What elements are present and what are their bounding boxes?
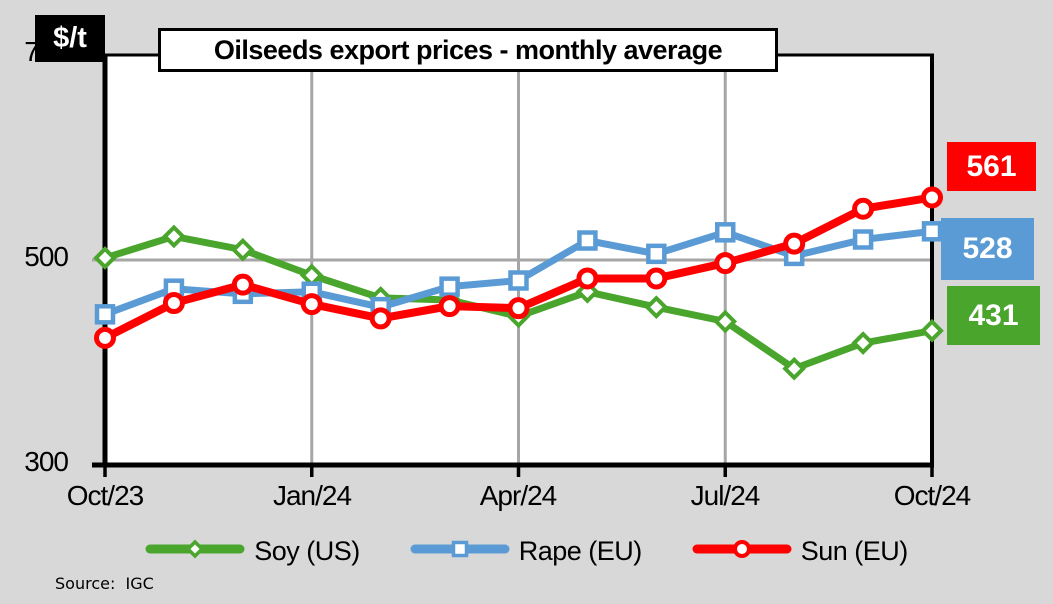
- x-axis-tick-label-jul24: Jul/24: [690, 480, 761, 511]
- x-axis-tick-label-jan24: Jan/24: [272, 480, 352, 511]
- chart-legend: Soy (US) Rape (EU) Sun (EU): [0, 536, 1053, 567]
- y-axis-tick-label-500: 500: [24, 241, 69, 272]
- rape-line-square-swatch-icon: [410, 537, 510, 566]
- legend-item-soy: Soy (US): [145, 536, 360, 567]
- soy-line-diamond-swatch-icon: [145, 537, 245, 566]
- end-value-label-rape: 528: [941, 218, 1034, 280]
- end-value-label-soy: 431: [947, 286, 1040, 345]
- sun-line-circle-swatch-icon: [692, 537, 792, 566]
- end-value-label-sun: 561: [947, 142, 1036, 191]
- legend-label-sun: Sun (EU): [800, 536, 909, 566]
- legend-item-sun: Sun (EU): [692, 536, 908, 567]
- y-axis-tick-label-300: 300: [24, 446, 69, 477]
- legend-item-rape: Rape (EU): [410, 536, 642, 567]
- chart-title: Oilseeds export prices - monthly average: [158, 28, 778, 72]
- y-axis-unit-badge: $/t: [35, 15, 105, 62]
- source-note: Source: IGC: [55, 574, 154, 593]
- x-axis-tick-label-oct24: Oct/24: [893, 480, 971, 511]
- legend-label-soy: Soy (US): [254, 536, 360, 566]
- x-axis-tick-label-apr24: Apr/24: [479, 480, 558, 511]
- legend-label-rape: Rape (EU): [518, 536, 643, 566]
- x-axis-tick-label-oct23: Oct/23: [66, 480, 144, 511]
